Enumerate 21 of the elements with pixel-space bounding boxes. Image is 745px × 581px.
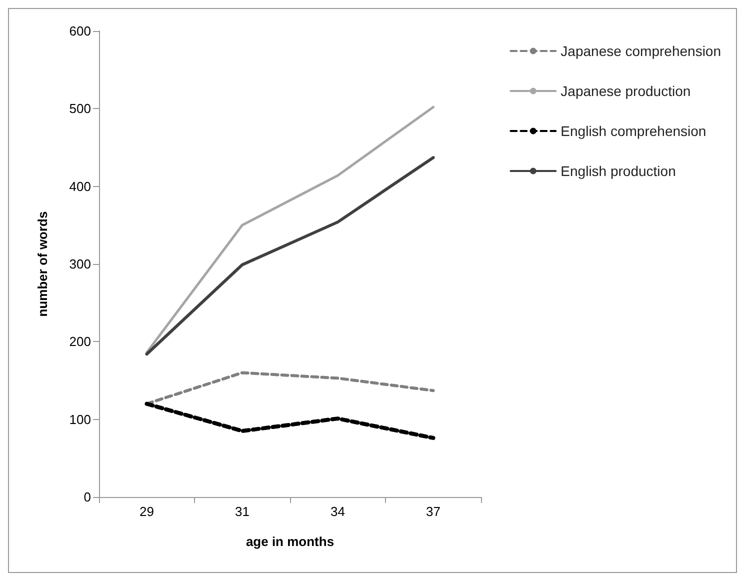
x-axis-title: age in months: [246, 534, 334, 549]
legend-label: Japanese production: [560, 83, 691, 99]
legend-label: English comprehension: [560, 123, 706, 139]
x-tick-label: 34: [330, 504, 345, 519]
x-tick-label: 37: [426, 504, 440, 519]
y-tick-label: 600: [69, 24, 91, 38]
line-series: [145, 371, 435, 406]
x-tick-label: 31: [235, 504, 250, 519]
y-tick-label: 0: [84, 490, 91, 504]
legend-label: English production: [560, 163, 676, 179]
line-series: [146, 106, 434, 354]
line-series: [145, 156, 435, 356]
y-tick-label: 200: [69, 334, 91, 350]
line-series: [144, 402, 436, 440]
x-tick-label: 29: [140, 504, 154, 519]
legend-label: Japanese comprehension: [560, 43, 722, 59]
y-tick-label: 100: [69, 412, 91, 427]
y-axis-title: number of words: [35, 211, 50, 317]
y-tick-label: 500: [69, 101, 91, 116]
y-tick-label: 300: [69, 256, 91, 272]
y-tick-label: 400: [69, 178, 91, 194]
